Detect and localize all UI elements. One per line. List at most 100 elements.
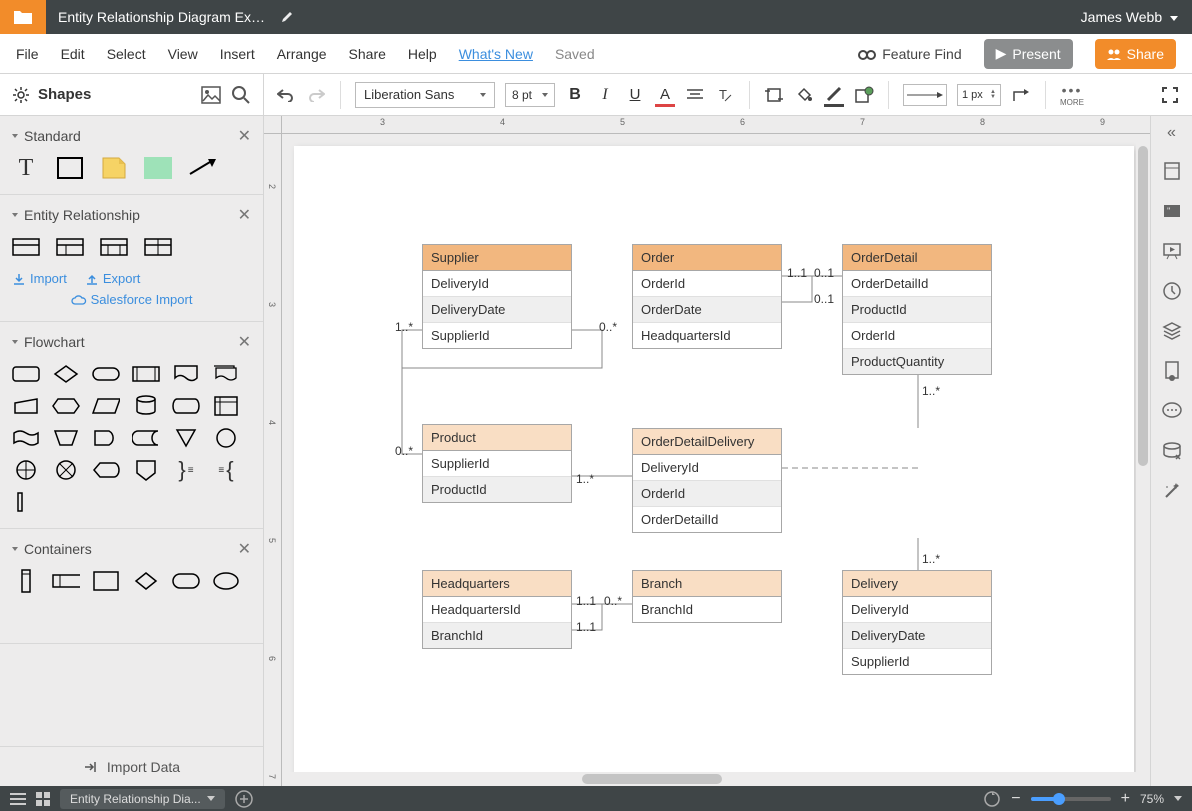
vertical-scrollbar[interactable] xyxy=(1136,134,1150,772)
fc-manualinput[interactable] xyxy=(12,394,40,418)
salesforce-import-link[interactable]: Salesforce Import xyxy=(12,292,251,307)
container-6[interactable] xyxy=(212,569,240,593)
fc-card[interactable] xyxy=(12,490,40,514)
line-connector-icon[interactable] xyxy=(1011,85,1031,105)
fc-document[interactable] xyxy=(172,362,200,386)
folder-icon[interactable] xyxy=(0,0,46,34)
fullscreen-icon[interactable] xyxy=(1160,85,1180,105)
crop-icon[interactable] xyxy=(764,85,784,105)
rp-history-icon[interactable] xyxy=(1161,280,1183,302)
shape-rect[interactable] xyxy=(56,156,84,180)
search-icon[interactable] xyxy=(231,85,251,105)
entity-supplier[interactable]: SupplierDeliveryIdDeliveryDateSupplierId xyxy=(422,244,572,349)
fc-database[interactable] xyxy=(132,394,160,418)
zoom-slider[interactable] xyxy=(1031,797,1111,801)
undo-icon[interactable] xyxy=(276,85,296,105)
fc-preparation[interactable] xyxy=(52,394,80,418)
entity-header[interactable]: Product xyxy=(423,425,571,451)
entity-branch[interactable]: BranchBranchId xyxy=(632,570,782,623)
shape-options-icon[interactable] xyxy=(854,85,874,105)
fc-data[interactable] xyxy=(92,394,120,418)
shape-arrow[interactable] xyxy=(188,156,216,180)
zoom-in-icon[interactable]: + xyxy=(1121,790,1130,808)
menu-arrange[interactable]: Arrange xyxy=(277,46,327,62)
grid-view-icon[interactable] xyxy=(36,792,50,806)
entity-field[interactable]: OrderId xyxy=(633,271,781,297)
underline-icon[interactable]: U xyxy=(625,85,645,105)
container-5[interactable] xyxy=(172,569,200,593)
shape-text[interactable]: T xyxy=(12,156,40,180)
menu-insert[interactable]: Insert xyxy=(220,46,255,62)
entity-header[interactable]: Delivery xyxy=(843,571,991,597)
entity-field[interactable]: HeadquartersId xyxy=(633,323,781,348)
shape-entity-1[interactable] xyxy=(12,235,40,259)
entity-field[interactable]: SupplierId xyxy=(423,323,571,348)
entity-header[interactable]: OrderDetailDelivery xyxy=(633,429,781,455)
menu-file[interactable]: File xyxy=(16,46,39,62)
entity-field[interactable]: OrderId xyxy=(843,323,991,349)
entity-field[interactable]: OrderId xyxy=(633,481,781,507)
fc-decision[interactable] xyxy=(52,362,80,386)
line-width-select[interactable]: 1 px ▲▼ xyxy=(957,84,1001,106)
italic-icon[interactable]: I xyxy=(595,85,615,105)
redo-icon[interactable] xyxy=(306,85,326,105)
fc-connector[interactable] xyxy=(212,426,240,450)
fc-terminator[interactable] xyxy=(92,362,120,386)
image-icon[interactable] xyxy=(201,86,221,104)
import-data-button[interactable]: Import Data xyxy=(0,746,263,786)
menu-help[interactable]: Help xyxy=(408,46,437,62)
more-button[interactable]: ••• MORE xyxy=(1060,82,1084,107)
menu-whatsnew[interactable]: What's New xyxy=(459,46,533,62)
entity-field[interactable]: HeadquartersId xyxy=(423,597,571,623)
border-icon[interactable] xyxy=(824,85,844,105)
entity-delivery[interactable]: DeliveryDeliveryIdDeliveryDateSupplierId xyxy=(842,570,992,675)
canvas-page[interactable]: SupplierDeliveryIdDeliveryDateSupplierId… xyxy=(294,146,1134,772)
menu-view[interactable]: View xyxy=(168,46,198,62)
rp-chat-icon[interactable] xyxy=(1161,400,1183,422)
fc-or[interactable] xyxy=(12,458,40,482)
entity-field[interactable]: DeliveryDate xyxy=(423,297,571,323)
zoom-out-icon[interactable]: − xyxy=(1011,790,1020,808)
present-button[interactable]: ▶ Present xyxy=(984,39,1073,69)
import-link[interactable]: Import xyxy=(12,271,67,286)
entity-headquarters[interactable]: HeadquartersHeadquartersIdBranchId xyxy=(422,570,572,649)
fc-merge[interactable] xyxy=(172,426,200,450)
shape-entity-4[interactable] xyxy=(144,235,172,259)
entity-field[interactable]: OrderDate xyxy=(633,297,781,323)
entity-orderdetail[interactable]: OrderDetailOrderDetailIdProductIdOrderId… xyxy=(842,244,992,375)
align-icon[interactable] xyxy=(685,85,705,105)
collapse-icon[interactable]: « xyxy=(1167,124,1176,142)
share-button[interactable]: Share xyxy=(1095,39,1176,69)
gear-icon[interactable] xyxy=(12,86,30,104)
fc-delay[interactable] xyxy=(92,426,120,450)
fc-internalstorage[interactable] xyxy=(212,394,240,418)
fc-papertape[interactable] xyxy=(12,426,40,450)
user-menu[interactable]: James Webb xyxy=(1081,9,1178,25)
entity-order[interactable]: OrderOrderIdOrderDateHeadquartersId xyxy=(632,244,782,349)
shape-note[interactable] xyxy=(100,156,128,180)
entity-header[interactable]: Supplier xyxy=(423,245,571,271)
menu-edit[interactable]: Edit xyxy=(61,46,85,62)
entity-field[interactable]: ProductId xyxy=(423,477,571,502)
font-select[interactable]: Liberation Sans xyxy=(355,82,495,108)
entity-header[interactable]: Order xyxy=(633,245,781,271)
fc-process[interactable] xyxy=(12,362,40,386)
entity-field[interactable]: BranchId xyxy=(423,623,571,648)
container-1[interactable] xyxy=(12,569,40,593)
bold-icon[interactable]: B xyxy=(565,85,585,105)
close-icon[interactable]: ✕ xyxy=(238,205,251,225)
fill-icon[interactable] xyxy=(794,85,814,105)
add-page-icon[interactable] xyxy=(235,790,253,808)
entity-header[interactable]: Branch xyxy=(633,571,781,597)
section-containers-label[interactable]: Containers xyxy=(24,541,92,557)
fc-storeddata[interactable] xyxy=(132,426,160,450)
menu-share[interactable]: Share xyxy=(349,46,386,62)
fc-display[interactable] xyxy=(92,458,120,482)
entity-field[interactable]: BranchId xyxy=(633,597,781,622)
entity-field[interactable]: OrderDetailId xyxy=(633,507,781,532)
close-icon[interactable]: ✕ xyxy=(238,332,251,352)
fc-summing[interactable] xyxy=(52,458,80,482)
canvas-viewport[interactable]: SupplierDeliveryIdDeliveryDateSupplierId… xyxy=(282,134,1136,772)
horizontal-scrollbar[interactable] xyxy=(282,772,1136,786)
shape-entity-3[interactable] xyxy=(100,235,128,259)
